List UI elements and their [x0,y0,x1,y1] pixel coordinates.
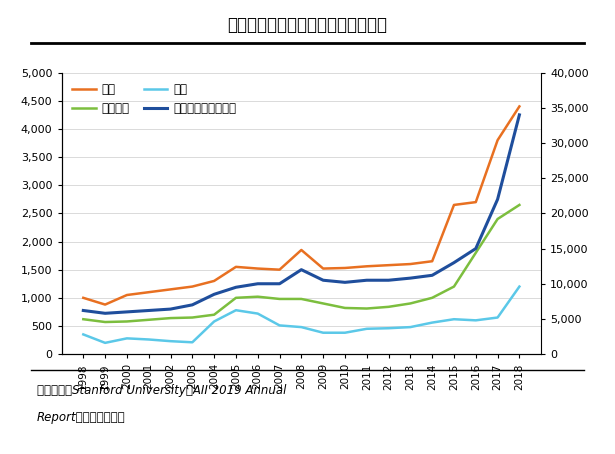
其他 [145,337,153,342]
科研机构 [101,319,109,325]
高校学术界（右轴） [385,277,392,283]
高校学术界（右轴） [472,246,480,251]
其他 [429,320,436,326]
高校学术界（右轴） [254,281,261,286]
其他 [123,336,130,341]
Line: 科研机构: 科研机构 [83,205,520,322]
其他 [254,311,261,316]
其他 [385,326,392,331]
高校学术界（右轴） [516,112,523,118]
企业 [450,202,458,207]
其他 [516,284,523,289]
其他 [472,318,480,323]
企业 [363,264,370,269]
企业 [167,286,174,292]
科研机构 [407,301,414,306]
其他 [79,332,87,337]
企业 [254,266,261,271]
企业 [429,258,436,264]
Text: 资料来源：Stanford University《AII 2019 Annual: 资料来源：Stanford University《AII 2019 Annual [37,384,286,397]
高校学术界（右轴） [145,308,153,313]
科研机构 [79,316,87,322]
企业 [407,262,414,267]
科研机构 [254,294,261,300]
企业 [210,278,218,284]
高校学术界（右轴） [407,276,414,281]
Legend: 企业, 科研机构, 其他, 高校学术界（右轴）: 企业, 科研机构, 其他, 高校学术界（右轴） [68,79,241,120]
科研机构 [123,319,130,324]
高校学术界（右轴） [79,308,87,313]
科研机构 [145,317,153,322]
科研机构 [167,316,174,321]
企业 [276,267,284,272]
高校学术界（右轴） [189,302,196,308]
高校学术界（右轴） [167,306,174,312]
科研机构 [232,295,240,301]
Line: 高校学术界（右轴）: 高校学术界（右轴） [83,115,520,313]
科研机构 [472,250,480,256]
科研机构 [363,306,370,311]
其他 [407,324,414,330]
高校学术界（右轴） [494,197,501,202]
企业 [232,264,240,270]
其他 [276,323,284,328]
Text: Report》，恒大研究院: Report》，恒大研究院 [37,411,125,424]
其他 [189,340,196,345]
高校学术界（右轴） [210,291,218,297]
其他 [232,307,240,313]
高校学术界（右轴） [101,311,109,316]
企业 [385,262,392,268]
高校学术界（右轴） [450,260,458,265]
企业 [298,247,305,253]
企业 [79,295,87,301]
高校学术界（右轴） [341,280,349,285]
其他 [210,319,218,324]
企业 [516,104,523,109]
企业 [319,266,327,271]
企业 [123,292,130,298]
科研机构 [429,295,436,301]
科研机构 [319,301,327,306]
其他 [494,315,501,320]
其他 [341,330,349,336]
科研机构 [494,216,501,222]
其他 [298,324,305,330]
Line: 企业: 企业 [83,106,520,305]
科研机构 [385,304,392,310]
企业 [341,265,349,271]
其他 [101,340,109,345]
Line: 其他: 其他 [83,286,520,343]
企业 [472,199,480,205]
Text: 图表：按论文发表机构分类美国情况: 图表：按论文发表机构分类美国情况 [228,16,387,34]
高校学术界（右轴） [123,309,130,315]
其他 [167,338,174,344]
科研机构 [516,202,523,207]
企业 [101,302,109,307]
其他 [319,330,327,336]
高校学术界（右轴） [429,272,436,278]
科研机构 [298,296,305,301]
高校学术界（右轴） [232,285,240,290]
科研机构 [341,305,349,311]
企业 [494,138,501,143]
科研机构 [210,312,218,317]
企业 [189,284,196,289]
科研机构 [450,284,458,289]
科研机构 [189,315,196,320]
高校学术界（右轴） [298,267,305,272]
高校学术界（右轴） [276,281,284,286]
其他 [450,316,458,322]
企业 [145,290,153,295]
其他 [363,326,370,331]
科研机构 [276,296,284,301]
高校学术界（右轴） [363,277,370,283]
高校学术界（右轴） [319,277,327,283]
